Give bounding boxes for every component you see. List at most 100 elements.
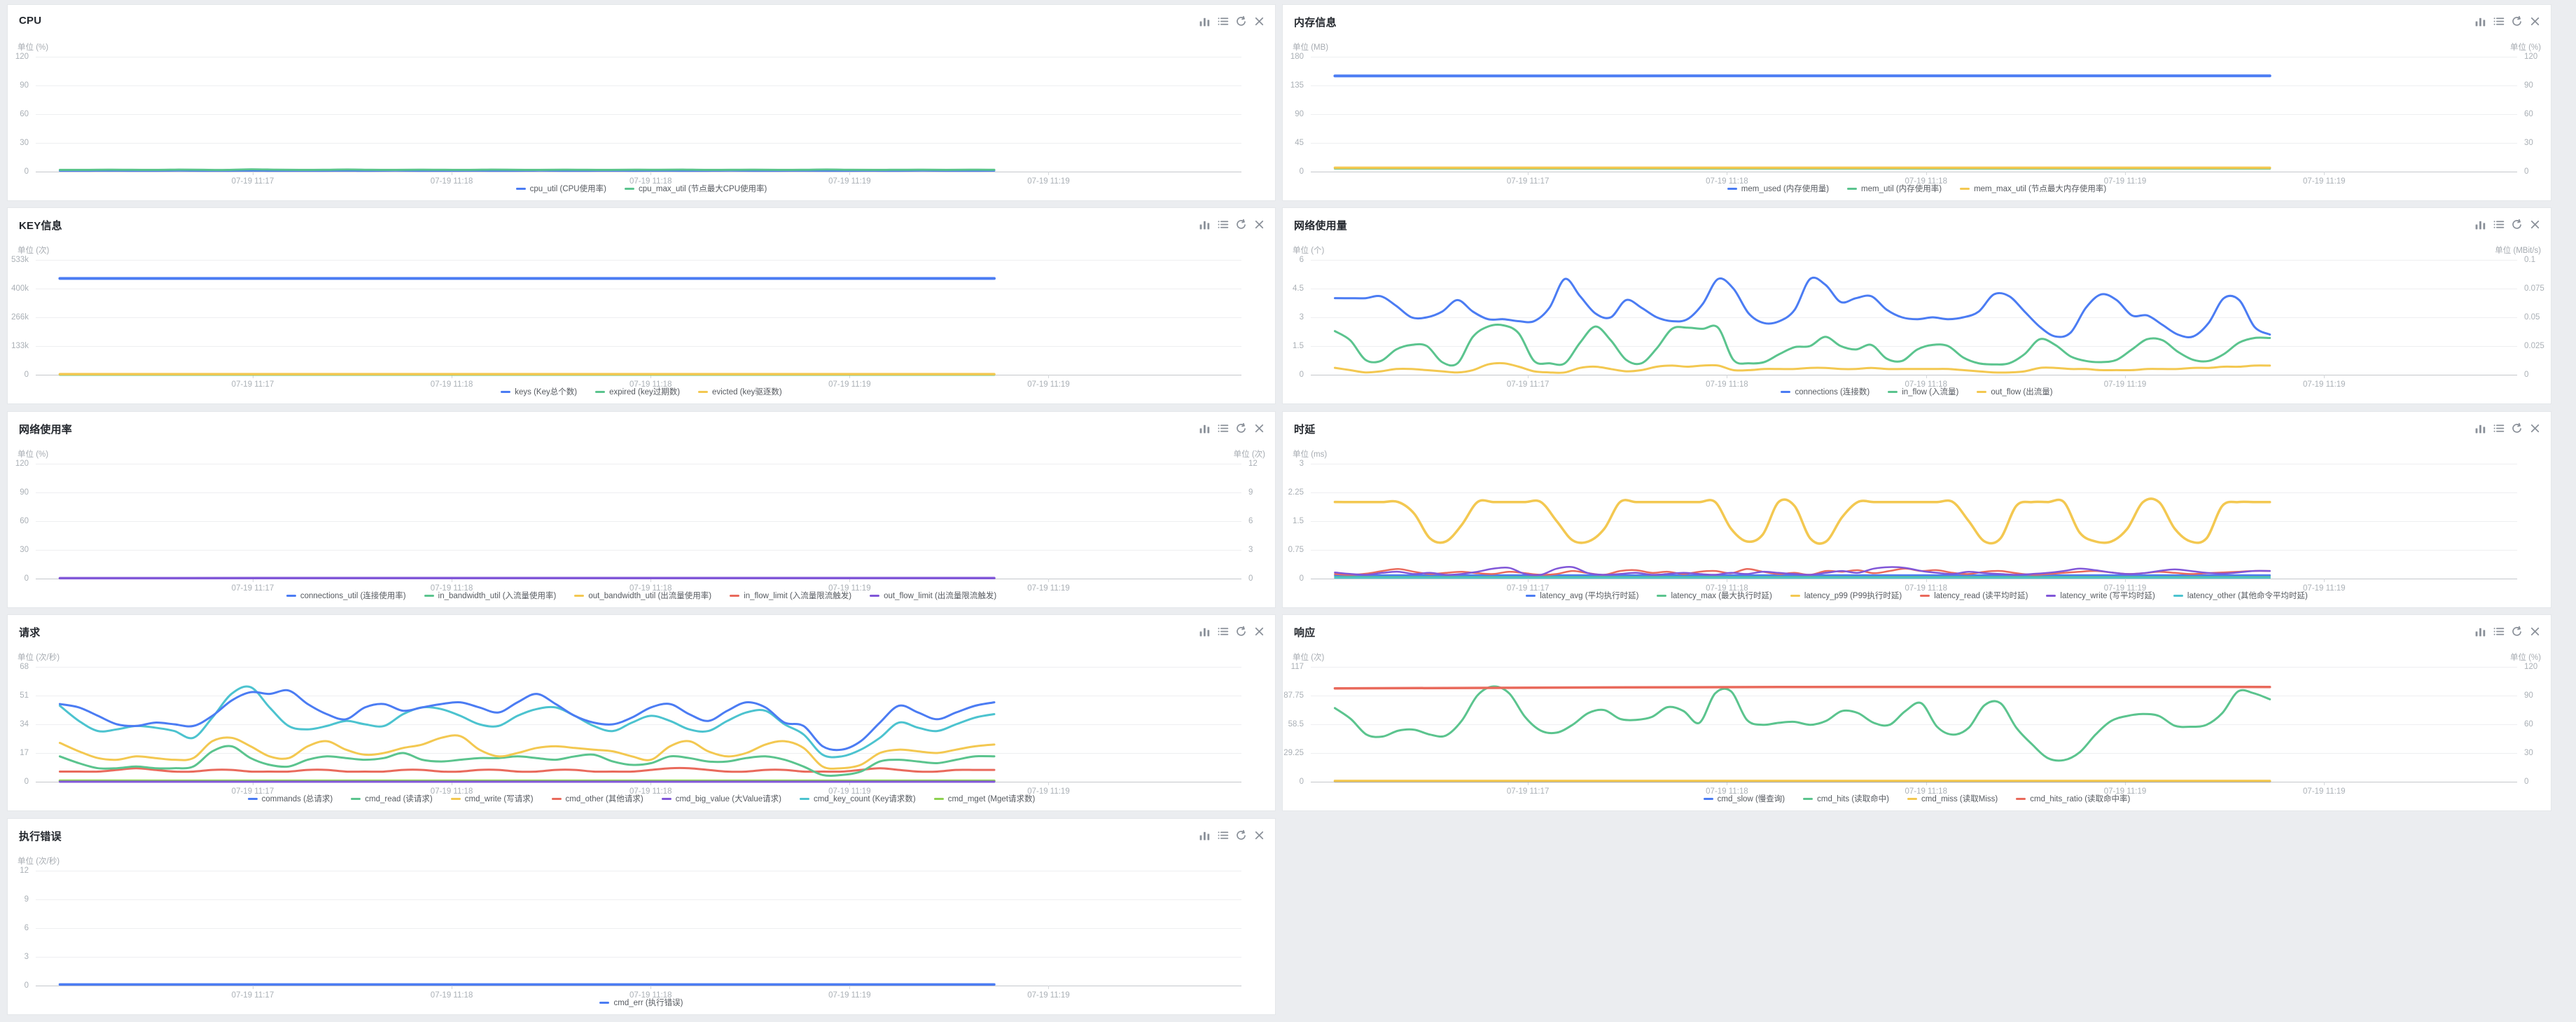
bar-chart-icon[interactable] <box>1199 15 1211 27</box>
legend-item[interactable]: cmd_miss (读取Miss) <box>1907 793 1998 804</box>
legend-item[interactable]: connections (连接数) <box>1781 386 1870 397</box>
bar-chart-icon[interactable] <box>2474 626 2486 637</box>
close-icon[interactable] <box>1253 422 1265 434</box>
y-axis-tick-label: 133k <box>11 342 29 350</box>
refresh-icon[interactable] <box>2511 626 2523 637</box>
list-icon[interactable] <box>2493 219 2505 230</box>
legend-item[interactable]: cpu_max_util (节点最大CPU使用率) <box>624 183 767 194</box>
refresh-icon[interactable] <box>1235 626 1247 637</box>
legend-item[interactable]: in_flow (入流量) <box>1888 386 1958 397</box>
legend-item[interactable]: cmd_hits_ratio (读取命中率) <box>2016 793 2130 804</box>
series-latency_write[interactable] <box>1334 565 2271 576</box>
legend-item[interactable]: latency_write (写平均时延) <box>2046 590 2155 601</box>
series-cmd_hits[interactable] <box>1333 685 2271 762</box>
list-icon[interactable] <box>2493 422 2505 434</box>
chart-plot[interactable]: 180 135 90 45 0 120 90 60 30 0 07-19 11:17 07-19 11… <box>1290 53 2537 186</box>
list-icon[interactable] <box>1217 829 1229 841</box>
bar-chart-icon[interactable] <box>2474 422 2486 434</box>
refresh-icon[interactable] <box>1235 219 1247 230</box>
legend-item[interactable]: cmd_key_count (Key请求数) <box>800 793 916 804</box>
legend-item[interactable]: out_flow_limit (出流量限流触发) <box>870 590 996 601</box>
legend-item[interactable]: cmd_other (其他请求) <box>551 793 643 804</box>
legend-item[interactable]: cmd_hits (读取命中) <box>1803 793 1889 804</box>
legend-item[interactable]: cmd_mget (Mget请求数) <box>933 793 1035 804</box>
chart-plot[interactable]: 3 2.25 1.5 0.75 0 07-19 11:17 07-19 11:18 07-19… <box>1288 460 2517 593</box>
chart-plot[interactable]: 120 90 60 30 0 07-19 11:17 07-19 11:18 07-19 11… <box>15 53 1241 186</box>
legend-item[interactable]: latency_avg (平均执行时延) <box>1526 590 1638 601</box>
list-icon[interactable] <box>2493 15 2505 27</box>
y-axis-tick-label: 0 <box>2524 167 2529 176</box>
legend-item[interactable]: connections_util (连接使用率) <box>286 590 406 601</box>
refresh-icon[interactable] <box>2511 15 2523 27</box>
y-axis-tick-label: 30 <box>20 546 29 554</box>
legend-item[interactable]: commands (总请求) <box>247 793 333 804</box>
legend-item[interactable]: keys (Key总个数) <box>501 386 577 397</box>
list-icon[interactable] <box>1217 422 1229 434</box>
refresh-icon[interactable] <box>2511 219 2523 230</box>
close-icon[interactable] <box>1253 626 1265 637</box>
bar-chart-icon[interactable] <box>1199 219 1211 230</box>
series-cmd_other[interactable] <box>58 766 996 773</box>
close-icon[interactable] <box>1253 219 1265 230</box>
bar-chart-icon[interactable] <box>1199 829 1211 841</box>
legend-item[interactable]: cpu_util (CPU使用率) <box>515 183 606 194</box>
list-icon[interactable] <box>1217 219 1229 230</box>
close-icon[interactable] <box>2529 422 2541 434</box>
chart-plot[interactable]: 12 9 6 3 0 07-19 11:17 07-19 11:18 07-19 11:18 0… <box>20 866 1241 1000</box>
list-icon[interactable] <box>1217 15 1229 27</box>
legend-item[interactable]: mem_used (内存使用量) <box>1727 183 1829 194</box>
legend-item[interactable]: out_bandwidth_util (出流量使用率) <box>574 590 711 601</box>
legend-item[interactable]: mem_max_util (节点最大内存使用率) <box>1960 183 2106 194</box>
refresh-icon[interactable] <box>1235 829 1247 841</box>
bar-chart-icon[interactable] <box>1199 422 1211 434</box>
bar-chart-icon[interactable] <box>2474 219 2486 230</box>
legend-item[interactable]: latency_read (读平均时延) <box>1920 590 2028 601</box>
legend-item[interactable]: cmd_big_value (大Value请求) <box>661 793 781 804</box>
close-icon[interactable] <box>2529 219 2541 230</box>
series-out_flow[interactable] <box>1333 361 2271 374</box>
series-in_flow[interactable] <box>1333 324 2271 367</box>
legend-swatch <box>1888 390 1898 393</box>
close-icon[interactable] <box>2529 15 2541 27</box>
series-latency_p99[interactable] <box>1333 497 2271 545</box>
legend-item[interactable]: in_flow_limit (入流量限流触发) <box>730 590 851 601</box>
series-cmd_write[interactable] <box>58 734 996 770</box>
gridline <box>36 521 1241 522</box>
panel-requests: 请求 单位 (次/秒) 68 51 34 17 0 07-19 11 <box>7 614 1276 811</box>
chart-legend: connections (连接数) in_flow (入流量) out_flow (… <box>1283 386 2551 397</box>
refresh-icon[interactable] <box>1235 422 1247 434</box>
legend-item[interactable]: out_flow (出流量) <box>1977 386 2053 397</box>
chart-plot[interactable]: 117 87.75 58.5 29.25 0 120 90 60 30 0 07-19 11:17 0… <box>1283 663 2537 796</box>
list-icon[interactable] <box>2493 626 2505 637</box>
series-cmd_hits_ratio[interactable] <box>1333 685 2271 690</box>
refresh-icon[interactable] <box>1235 15 1247 27</box>
bar-chart-icon[interactable] <box>1199 626 1211 637</box>
legend-item[interactable]: latency_other (其他命令平均时延) <box>2173 590 2308 601</box>
close-icon[interactable] <box>2529 626 2541 637</box>
chart-plot[interactable]: 120 90 60 30 0 12 9 6 3 0 07-19 11:17 07-19 11:18 07… <box>15 460 1258 593</box>
legend-item[interactable]: cmd_read (读请求) <box>351 793 433 804</box>
legend-label: cmd_read (读请求) <box>365 795 433 803</box>
legend-item[interactable]: latency_p99 (P99执行时延) <box>1790 590 1902 601</box>
chart-plot[interactable]: 533k 400k 266k 133k 0 07-19 11:17 07-19 11:18 0… <box>11 256 1241 389</box>
x-axis-tick-label: 07-19 11:17 <box>231 177 274 186</box>
legend-item[interactable]: evicted (key驱逐数) <box>698 386 782 397</box>
chart-plot[interactable]: 68 51 34 17 0 07-19 11:17 07-19 11:18 07-19 11:… <box>20 663 1241 796</box>
refresh-icon[interactable] <box>2511 422 2523 434</box>
legend-item[interactable]: cmd_err (执行错误) <box>599 997 683 1008</box>
legend-item[interactable]: in_bandwidth_util (入流量使用率) <box>424 590 556 601</box>
close-icon[interactable] <box>1253 15 1265 27</box>
legend-item[interactable]: cmd_slow (慢查询) <box>1703 793 1785 804</box>
legend-item[interactable]: expired (key过期数) <box>595 386 680 397</box>
legend-item[interactable]: latency_max (最大执行时延) <box>1657 590 1772 601</box>
list-icon[interactable] <box>1217 626 1229 637</box>
axis-tick-mark <box>2324 579 2325 582</box>
series-connections[interactable] <box>1333 276 2271 338</box>
legend-item[interactable]: mem_util (内存使用率) <box>1847 183 1942 194</box>
bar-chart-icon[interactable] <box>2474 15 2486 27</box>
series-commands[interactable] <box>58 689 996 752</box>
chart-plot[interactable]: 6 4.5 3 1.5 0 0.1 0.075 0.05 0.025 0 07-19 11:17 07… <box>1293 256 2544 389</box>
legend-item[interactable]: cmd_write (写请求) <box>450 793 534 804</box>
close-icon[interactable] <box>1253 829 1265 841</box>
series-cmd_read[interactable] <box>58 745 996 777</box>
